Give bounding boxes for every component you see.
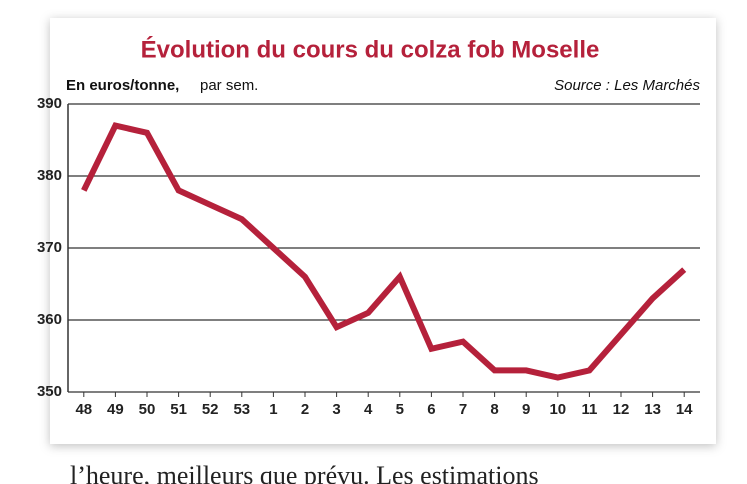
x-tick-label: 12 <box>613 401 630 418</box>
x-tick-label: 13 <box>644 401 661 418</box>
y-tick-label: 350 <box>37 383 62 400</box>
x-tick-label: 1 <box>269 401 277 418</box>
x-tick-label: 53 <box>233 401 250 418</box>
x-tick-label: 8 <box>490 401 498 418</box>
article-text: l’heure, meilleurs que prévu. Les estima… <box>70 461 539 484</box>
x-tick-label: 4 <box>364 401 373 418</box>
x-tick-label: 10 <box>549 401 566 418</box>
y-tick-label: 370 <box>37 239 62 256</box>
data-line <box>81 122 687 381</box>
source: Source : Les Marchés <box>554 77 700 94</box>
x-tick-label: 9 <box>522 401 530 418</box>
x-tick-label: 14 <box>676 401 693 418</box>
chart-card <box>50 18 716 444</box>
x-tick-label: 50 <box>139 401 156 418</box>
y-tick-label: 390 <box>37 95 62 112</box>
unit-suffix: par sem. <box>200 77 258 94</box>
x-tick-label: 5 <box>396 401 404 418</box>
x-tick-label: 11 <box>581 401 597 418</box>
unit-label: En euros/tonne, <box>66 77 179 94</box>
y-tick-label: 380 <box>37 167 62 184</box>
chart-title: Évolution du cours du colza fob Moselle <box>141 35 600 63</box>
x-tick-label: 51 <box>170 401 187 418</box>
x-tick-label: 2 <box>301 401 309 418</box>
x-tick-label: 48 <box>75 401 92 418</box>
x-tick-label: 49 <box>107 401 124 418</box>
x-tick-label: 3 <box>332 401 340 418</box>
y-tick-label: 360 <box>37 311 62 328</box>
x-tick-label: 52 <box>202 401 219 418</box>
x-tick-label: 6 <box>427 401 435 418</box>
x-tick-label: 7 <box>459 401 467 418</box>
